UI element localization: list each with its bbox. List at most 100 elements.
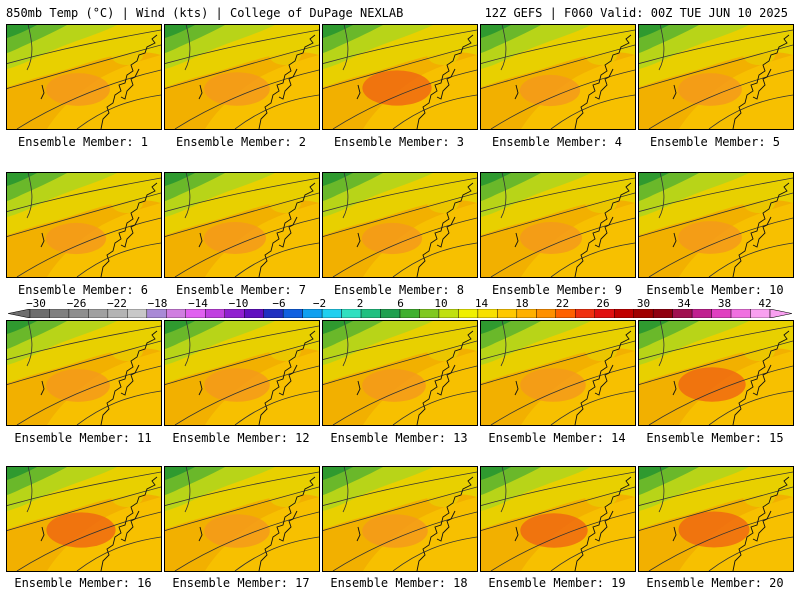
colorbar-cell [244, 309, 264, 318]
colorbar-high-arrow [769, 309, 792, 318]
colorbar-cell [282, 309, 303, 318]
ensemble-member-map [164, 320, 320, 426]
ensemble-member-map [480, 172, 636, 278]
ensemble-member-map [638, 172, 794, 278]
colorbar-cell [399, 309, 420, 318]
colorbar-cell [107, 309, 128, 318]
colorbar-tick-label: −14 [188, 297, 208, 310]
ensemble-member-map [638, 320, 794, 426]
colorbar-cell [575, 309, 595, 318]
ensemble-member-map [164, 466, 320, 572]
ensemble-member-label: Ensemble Member: 10 [646, 283, 784, 297]
map-title: 850mb Temp (°C) | Wind (kts) | College o… [6, 6, 404, 20]
colorbar-tick-label: 14 [474, 297, 489, 310]
ensemble-member-label: Ensemble Member: 18 [330, 576, 468, 590]
colorbar-tick-label: 26 [596, 297, 610, 310]
colorbar-cell [341, 309, 362, 318]
colorbar-cell [127, 309, 148, 318]
ensemble-member-map [638, 24, 794, 130]
colorbar-tick-label: −18 [147, 297, 168, 310]
colorbar-cell [263, 309, 284, 318]
ensemble-member-map [638, 466, 794, 572]
colorbar-cell [380, 309, 401, 318]
colorbar-cell [614, 309, 634, 318]
colorbar-tick-label: 34 [677, 297, 691, 310]
ensemble-member-map [164, 172, 320, 278]
colorbar-cell [49, 309, 70, 318]
colorbar-cell [29, 309, 50, 318]
colorbar-cell [652, 309, 673, 318]
colorbar-cell [68, 309, 89, 318]
colorbar-tick-label: −30 [26, 297, 46, 310]
colorbar-tick-label: 10 [434, 297, 448, 310]
ensemble-member-map [322, 466, 478, 572]
colorbar-cell [497, 309, 518, 318]
ensemble-member-label: Ensemble Member: 7 [175, 283, 307, 297]
ensemble-member-label: Ensemble Member: 9 [491, 283, 623, 297]
colorbar-tick-label: 18 [515, 297, 529, 310]
ensemble-member-label: Ensemble Member: 17 [172, 576, 310, 590]
ensemble-member-label: Ensemble Member: 11 [14, 431, 152, 445]
colorbar-tick-label: −26 [66, 297, 87, 310]
colorbar-cell [360, 309, 381, 318]
ensemble-member-map [6, 466, 162, 572]
ensemble-member-map [6, 320, 162, 426]
ensemble-member-map [6, 172, 162, 278]
colorbar-tick-label: −6 [272, 297, 286, 310]
colorbar-tick-label: 22 [555, 297, 570, 310]
ensemble-member-label: Ensemble Member: 5 [649, 135, 781, 149]
ensemble-member-label: Ensemble Member: 4 [491, 135, 623, 149]
colorbar-cell [88, 309, 109, 318]
ensemble-member-label: Ensemble Member: 1 [17, 135, 149, 149]
ensemble-member-map [322, 172, 478, 278]
colorbar-tick-label: −10 [228, 297, 249, 310]
colorbar-cell [730, 309, 751, 318]
colorbar-cell [458, 309, 479, 318]
colorbar-cell [691, 309, 712, 318]
ensemble-member-label: Ensemble Member: 12 [172, 431, 310, 445]
colorbar-cell [321, 309, 342, 318]
colorbar-cell [594, 309, 615, 318]
colorbar-cell [185, 309, 206, 318]
ensemble-member-label: Ensemble Member: 3 [333, 135, 465, 149]
colorbar-cell [711, 309, 732, 318]
colorbar-cell [302, 309, 323, 318]
ensemble-member-map [164, 24, 320, 130]
colorbar-cell [205, 309, 225, 318]
colorbar-low-arrow [8, 309, 31, 318]
colorbar-cell [633, 309, 654, 318]
colorbar-cell [438, 309, 459, 318]
model-valid-time: 12Z GEFS | F060 Valid: 00Z TUE JUN 10 20… [484, 6, 788, 20]
colorbar-tick-label: 42 [758, 297, 772, 310]
colorbar-tick-label: 6 [397, 297, 404, 310]
ensemble-member-map [322, 320, 478, 426]
colorbar-cell [166, 309, 186, 318]
ensemble-member-label: Ensemble Member: 16 [14, 576, 152, 590]
ensemble-member-label: Ensemble Member: 2 [175, 135, 307, 149]
ensemble-member-map [480, 466, 636, 572]
ensemble-member-map [322, 24, 478, 130]
colorbar-tick-label: 30 [636, 297, 651, 310]
ensemble-member-map [480, 320, 636, 426]
colorbar-tick-label: −2 [312, 297, 327, 310]
ensemble-member-map [6, 24, 162, 130]
ensemble-member-label: Ensemble Member: 19 [488, 576, 626, 590]
colorbar-cell [224, 309, 245, 318]
colorbar-tick-label: 2 [356, 297, 364, 310]
colorbar-tick-label: 38 [717, 297, 732, 310]
temperature-colorbar [8, 309, 792, 318]
ensemble-member-label: Ensemble Member: 14 [488, 431, 626, 445]
ensemble-member-label: Ensemble Member: 20 [646, 576, 784, 590]
ensemble-member-label: Ensemble Member: 6 [17, 283, 149, 297]
colorbar-cell [419, 309, 440, 318]
colorbar-cell [536, 309, 556, 318]
ensemble-member-label: Ensemble Member: 8 [333, 283, 465, 297]
colorbar-cell [516, 309, 537, 318]
colorbar-cell [477, 309, 498, 318]
colorbar-cell [672, 309, 693, 318]
colorbar-cell [555, 309, 576, 318]
colorbar-tick-label: −22 [107, 297, 127, 310]
ensemble-member-map [480, 24, 636, 130]
colorbar-cell [750, 309, 771, 318]
ensemble-member-label: Ensemble Member: 13 [330, 431, 468, 445]
